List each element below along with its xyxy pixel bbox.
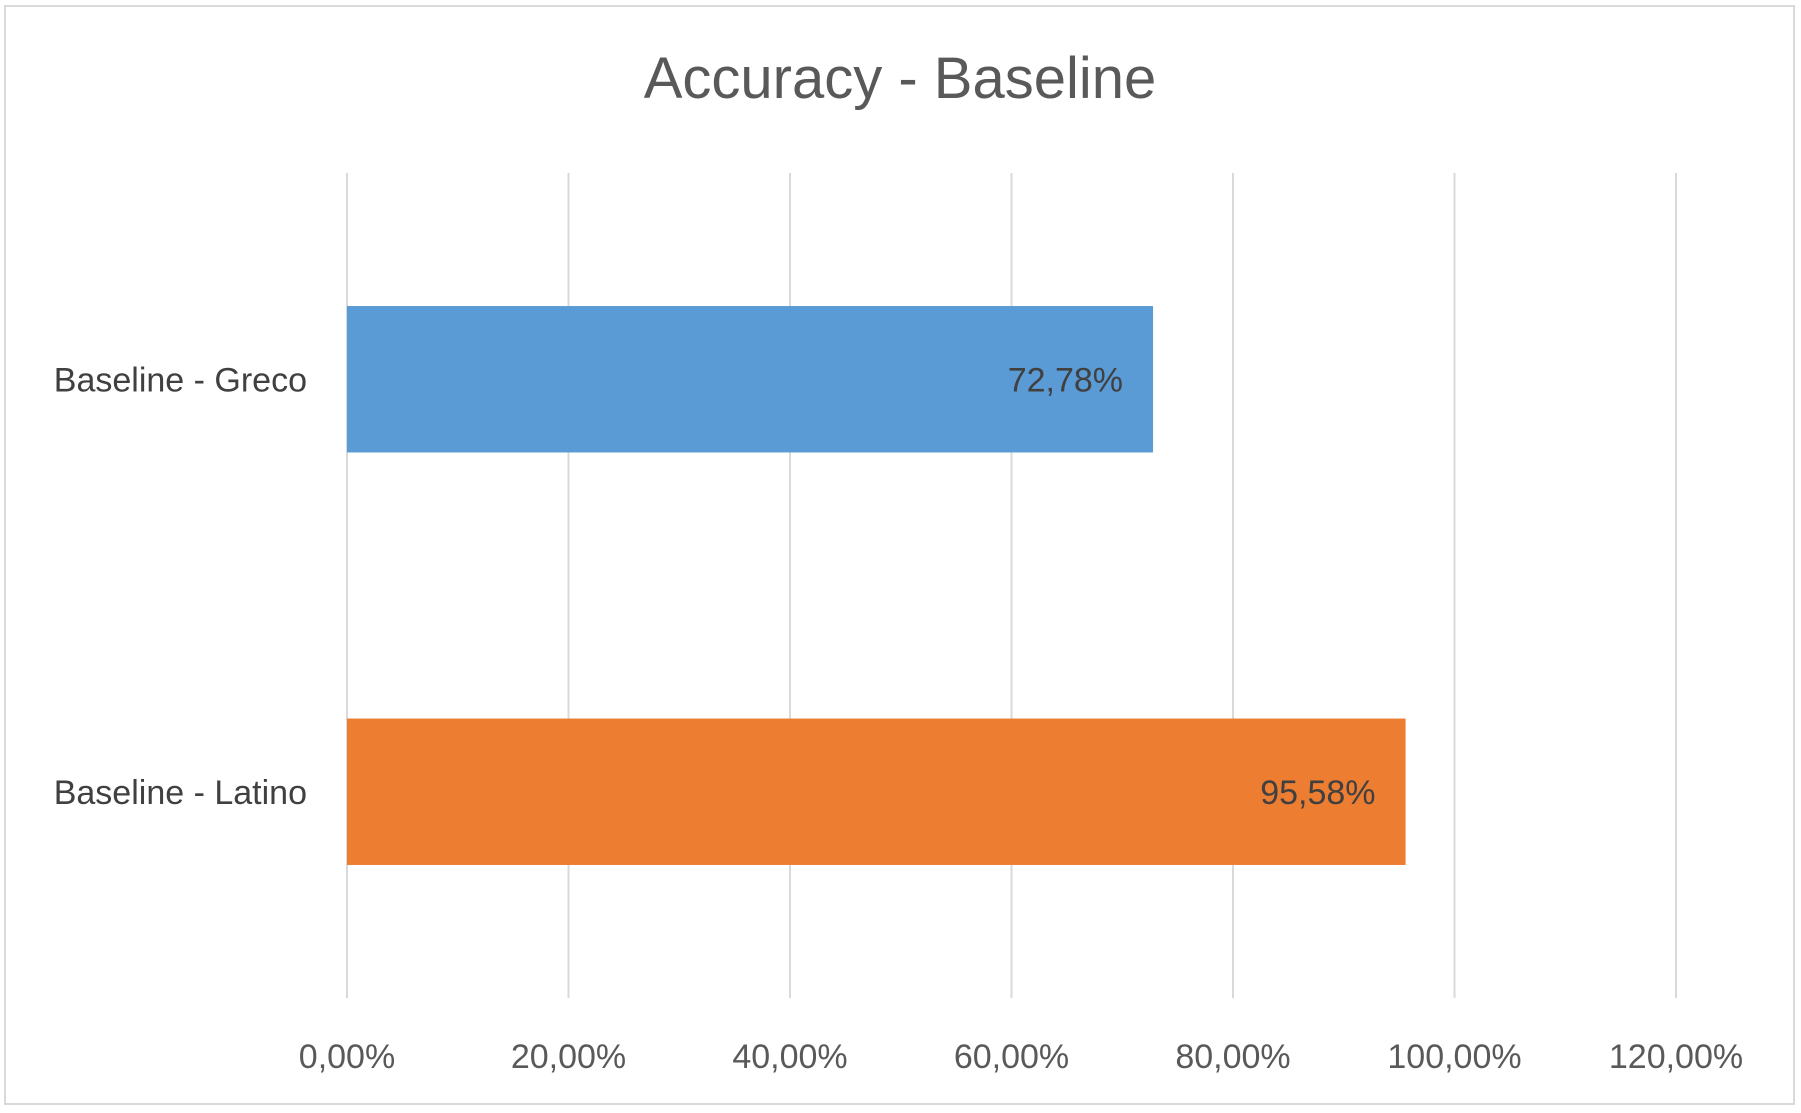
x-tick-label: 80,00%	[1175, 1038, 1290, 1076]
data-label: 95,58%	[1260, 774, 1375, 812]
bar	[347, 306, 1154, 453]
x-tick-label: 40,00%	[732, 1038, 847, 1076]
data-label: 72,78%	[1008, 361, 1123, 399]
x-tick-label: 100,00%	[1387, 1038, 1521, 1076]
bar	[347, 718, 1406, 865]
category-label: Baseline - Latino	[54, 774, 307, 812]
chart-title: Accuracy - Baseline	[644, 46, 1157, 111]
chart-frame	[4, 5, 1795, 1105]
x-tick-label: 20,00%	[511, 1038, 626, 1076]
x-tick-label: 120,00%	[1609, 1038, 1743, 1076]
bars: 72,78% 95,58%	[347, 306, 1406, 865]
x-tick-label: 60,00%	[954, 1038, 1069, 1076]
gridlines	[346, 173, 1677, 998]
x-axis-tick-labels: 0,00% 20,00% 40,00% 60,00% 80,00% 100,00% 120,…	[299, 1038, 1743, 1076]
category-label: Baseline - Greco	[54, 361, 307, 399]
x-tick-label: 0,00%	[299, 1038, 395, 1076]
category-labels: Baseline - Greco Baseline - Latino	[54, 361, 307, 812]
